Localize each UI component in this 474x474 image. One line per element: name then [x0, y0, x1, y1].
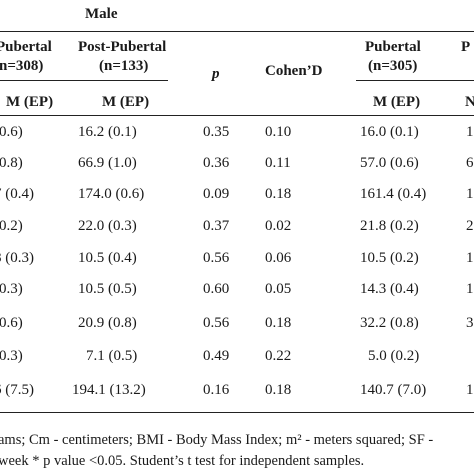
top-rule: [0, 31, 474, 32]
subheader-m-ep-1: M (EP): [6, 94, 54, 110]
table-row: (0.6) 16.2 (0.1) 0.35 0.10 16.0 (0.1) 1: [0, 120, 474, 144]
cell-post-pubertal: 22.0 (0.3): [78, 218, 137, 234]
cell-pubertal-right: 32.2 (0.8): [360, 315, 419, 331]
cell-p: 0.36: [203, 155, 230, 171]
cell-pubertal-right: 161.4 (0.4): [360, 186, 427, 202]
cell-pubertal-left: (0.6): [0, 124, 23, 140]
header-cohen-d: Cohen’D: [265, 63, 323, 79]
header-pubertal-right: Pubertal: [365, 39, 421, 55]
header-pubertal-left: Pubertal: [0, 39, 52, 55]
cell-p: 0.37: [203, 218, 230, 234]
cell-cut: 3: [466, 315, 474, 331]
cell-pubertal-left: 7 (0.4): [0, 186, 34, 202]
header-post-pubertal-n: (n=133): [99, 58, 149, 74]
header-bottom-rule: [0, 115, 474, 116]
header-cut-column: P: [461, 39, 471, 55]
header-post-pubertal: Post-Pubertal: [78, 39, 167, 55]
table-row: (0.6) 20.9 (0.8) 0.56 0.18 32.2 (0.8) 3: [0, 311, 474, 335]
cell-pubertal-right: 21.8 (0.2): [360, 218, 419, 234]
header-underline-right: [356, 80, 474, 81]
cell-post-pubertal: 194.1 (13.2): [72, 382, 146, 398]
cell-cohen: 0.06: [265, 250, 292, 266]
table-row: (0.3) 7.1 (0.5) 0.49 0.22 5.0 (0.2): [0, 344, 474, 368]
cell-cohen: 0.22: [265, 348, 292, 364]
cell-post-pubertal: 16.2 (0.1): [78, 124, 137, 140]
cell-pubertal-right: 140.7 (7.0): [360, 382, 427, 398]
cell-pubertal-right: 10.5 (0.2): [360, 250, 419, 266]
cell-cut: 1: [466, 250, 474, 266]
header-pubertal-left-n: (n=308): [0, 58, 44, 74]
bottom-rule: [0, 412, 474, 413]
header-pubertal-right-n: (n=305): [368, 58, 418, 74]
subheader-m-ep-3: M (EP): [373, 94, 421, 110]
subheader-cut: N: [465, 94, 474, 110]
group-label-male: Male: [85, 6, 118, 22]
footnote-line-1: ams; Cm - centimeters; BMI - Body Mass I…: [0, 432, 434, 448]
cell-post-pubertal: 20.9 (0.8): [78, 315, 137, 331]
cell-p: 0.60: [203, 281, 230, 297]
cell-p: 0.56: [203, 250, 230, 266]
cell-pubertal-left: (0.6): [0, 315, 23, 331]
subheader-m-ep-2: M (EP): [102, 94, 150, 110]
table-row: (0.3) 10.5 (0.5) 0.60 0.05 14.3 (0.4) 1: [0, 277, 474, 301]
cell-post-pubertal: 66.9 (1.0): [78, 155, 137, 171]
cell-p: 0.35: [203, 124, 230, 140]
cell-post-pubertal: 10.5 (0.5): [78, 281, 137, 297]
header-underline-left: [0, 80, 168, 81]
cell-pubertal-left: (0.3): [0, 281, 23, 297]
cell-pubertal-right: 5.0 (0.2): [368, 348, 420, 364]
cell-pubertal-right: 14.3 (0.4): [360, 281, 419, 297]
cell-post-pubertal: 10.5 (0.4): [78, 250, 137, 266]
cell-cohen: 0.11: [265, 155, 291, 171]
cell-pubertal-left: (0.2): [0, 218, 23, 234]
cell-cohen: 0.02: [265, 218, 292, 234]
cell-cohen: 0.10: [265, 124, 292, 140]
cell-cohen: 0.05: [265, 281, 292, 297]
footnote-line-2: week * p value <0.05. Student’s t test f…: [0, 453, 365, 469]
table-row: (0.2) 22.0 (0.3) 0.37 0.02 21.8 (0.2) 2: [0, 214, 474, 238]
cell-cut: 1: [466, 124, 474, 140]
cell-post-pubertal: 7.1 (0.5): [86, 348, 138, 364]
cell-cohen: 0.18: [265, 382, 292, 398]
cell-pubertal-right: 16.0 (0.1): [360, 124, 419, 140]
cell-pubertal-left: (0.8): [0, 155, 23, 171]
cell-p: 0.56: [203, 315, 230, 331]
cell-post-pubertal: 174.0 (0.6): [78, 186, 145, 202]
cell-cut: 2: [466, 218, 474, 234]
header-p: p: [212, 66, 220, 82]
cell-cohen: 0.18: [265, 315, 292, 331]
table-row: (0.8) 66.9 (1.0) 0.36 0.11 57.0 (0.6) 6: [0, 151, 474, 175]
cell-pubertal-left: 6 (7.5): [0, 382, 34, 398]
cell-pubertal-left: 8 (0.3): [0, 250, 34, 266]
cell-p: 0.16: [203, 382, 230, 398]
cell-cut: 6: [466, 155, 474, 171]
cell-cut: 1: [466, 186, 474, 202]
cell-p: 0.09: [203, 186, 230, 202]
cell-cut: 1: [466, 281, 474, 297]
table-row: 6 (7.5) 194.1 (13.2) 0.16 0.18 140.7 (7.…: [0, 378, 474, 402]
cell-cohen: 0.18: [265, 186, 292, 202]
cell-pubertal-right: 57.0 (0.6): [360, 155, 419, 171]
table-row: 8 (0.3) 10.5 (0.4) 0.56 0.06 10.5 (0.2) …: [0, 246, 474, 270]
cell-pubertal-left: (0.3): [0, 348, 23, 364]
cell-p: 0.49: [203, 348, 230, 364]
table-row: 7 (0.4) 174.0 (0.6) 0.09 0.18 161.4 (0.4…: [0, 182, 474, 206]
cell-cut: 1: [466, 382, 474, 398]
